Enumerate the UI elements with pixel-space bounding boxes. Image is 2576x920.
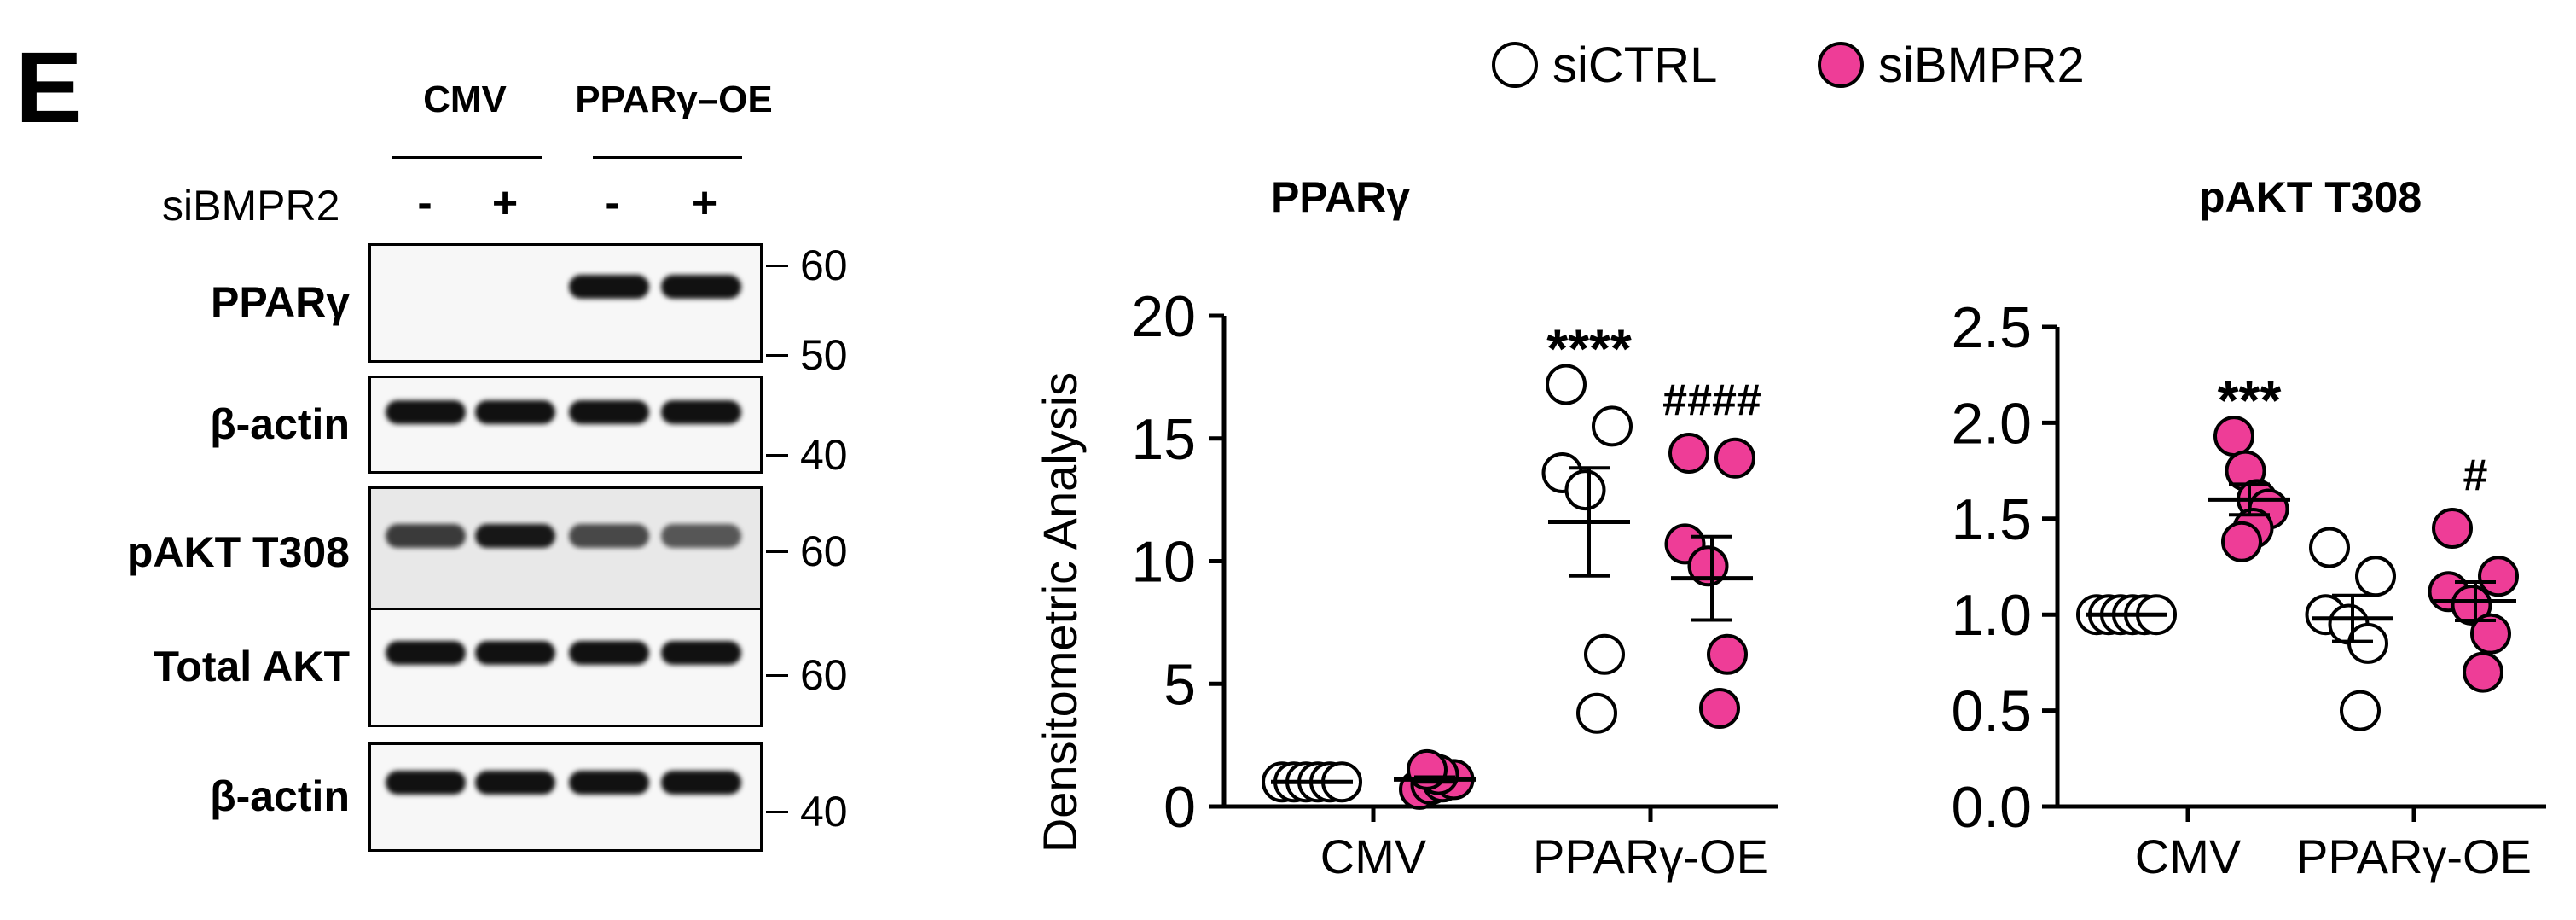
mw-label: 50 <box>800 331 848 379</box>
x-tick-label: CMV <box>2135 830 2242 883</box>
y-tick-label: 0.5 <box>1951 679 2032 744</box>
mw-tick <box>766 354 788 357</box>
data-point <box>1707 633 1748 675</box>
x-tick-label: PPARγ-OE <box>2296 830 2532 883</box>
data-point <box>1668 433 1709 474</box>
chart-title: pAKT T308 <box>2199 173 2422 221</box>
data-point <box>2478 556 2519 597</box>
chart-title: PPARγ <box>1271 173 1410 221</box>
group-label-cmv: CMV <box>423 79 507 120</box>
data-point <box>1546 364 1587 405</box>
significance-annotation: **** <box>1546 318 1632 380</box>
y-tick-label: 1.0 <box>1951 583 2032 648</box>
y-tick-label: 0 <box>1163 775 1196 840</box>
data-point <box>1576 692 1617 734</box>
blot-band <box>661 771 741 795</box>
significance-annotation: # <box>2463 451 2488 500</box>
group-underline-cmv <box>392 156 542 159</box>
significance-annotation: *** <box>2218 370 2282 431</box>
blot-row-label: β-actin <box>210 399 350 448</box>
mw-label: 40 <box>800 431 848 479</box>
y-tick-label: 5 <box>1163 652 1196 717</box>
lane-mark: + <box>491 178 519 228</box>
significance-annotation: #### <box>1662 376 1761 425</box>
blot-band <box>569 524 649 548</box>
treatment-label: siBMPR2 <box>162 182 340 230</box>
group-underline-ppar-oe <box>593 156 742 159</box>
mw-label: 60 <box>800 651 848 699</box>
mw-tick <box>766 674 788 677</box>
mw-label: 60 <box>800 527 848 575</box>
data-point <box>2451 584 2492 626</box>
lane-mark: + <box>691 178 718 228</box>
data-point <box>2221 521 2262 562</box>
y-tick-label: 2.5 <box>1951 295 2032 360</box>
data-point <box>1592 405 1633 447</box>
blot-band <box>569 400 649 424</box>
y-tick-label: 15 <box>1131 407 1196 472</box>
panel-letter: E <box>15 32 83 144</box>
legend-swatch <box>1492 42 1538 88</box>
blot-row-label: β-actin <box>210 772 350 820</box>
legend-label-sictrl: siCTRL <box>1552 38 1718 93</box>
data-point <box>1584 633 1625 675</box>
lane-mark: - <box>417 178 432 228</box>
blot-band <box>661 641 741 665</box>
data-point <box>2347 622 2388 664</box>
x-tick-label: PPARγ-OE <box>1533 830 1768 883</box>
blot-band <box>569 641 649 665</box>
blot-row-label: PPARγ <box>210 278 350 326</box>
blot-band <box>475 771 555 795</box>
blot-band <box>661 400 741 424</box>
blot-row-label: pAKT T308 <box>126 527 350 576</box>
blot-band <box>386 524 466 548</box>
data-point <box>2309 527 2350 568</box>
y-tick-label: 10 <box>1131 530 1196 595</box>
legend-marker-sictrl <box>1492 42 1538 88</box>
mw-tick <box>766 811 788 813</box>
blot-band <box>475 400 555 424</box>
x-tick-label: CMV <box>1320 830 1427 883</box>
legend-swatch <box>1818 42 1864 88</box>
data-point <box>2355 556 2396 597</box>
y-tick-label: 2.0 <box>1951 391 2032 456</box>
data-point <box>1699 688 1740 729</box>
blot-strip <box>368 608 763 727</box>
blot-band <box>386 641 466 665</box>
data-point <box>1687 545 1729 587</box>
lane-mark: - <box>605 178 620 228</box>
mw-tick <box>766 454 788 457</box>
blot-strip <box>368 376 763 474</box>
blot-band <box>475 641 555 665</box>
y-tick-label: 0.0 <box>1951 775 2032 840</box>
legend-marker-sibmpr2 <box>1818 42 1864 88</box>
blot-band <box>569 771 649 795</box>
blot-band <box>386 400 466 424</box>
data-point <box>1564 469 1606 511</box>
blot-band <box>475 524 555 548</box>
legend-label-sibmpr2: siBMPR2 <box>1878 38 2085 93</box>
y-tick-label: 20 <box>1131 284 1196 349</box>
blot-band <box>386 771 466 795</box>
y-tick-label: 1.5 <box>1951 487 2032 552</box>
data-point <box>2432 508 2473 550</box>
mw-label: 60 <box>800 242 848 289</box>
mw-tick <box>766 265 788 267</box>
mw-tick <box>766 550 788 553</box>
blot-strip <box>368 742 763 852</box>
y-axis-label: Densitometric Analysis <box>1033 372 1087 853</box>
data-point <box>2463 651 2503 693</box>
data-point <box>1714 437 1755 479</box>
blot-band <box>661 275 741 299</box>
group-label-ppar-oe: PPARγ–OE <box>575 79 773 120</box>
blot-band <box>661 524 741 548</box>
mw-label: 40 <box>800 788 848 836</box>
data-point <box>2470 613 2511 655</box>
data-point <box>2340 690 2381 731</box>
blot-row-label: Total AKT <box>153 643 350 690</box>
blot-strip <box>368 243 763 363</box>
blot-band <box>569 275 649 299</box>
blot-strip <box>368 486 763 619</box>
